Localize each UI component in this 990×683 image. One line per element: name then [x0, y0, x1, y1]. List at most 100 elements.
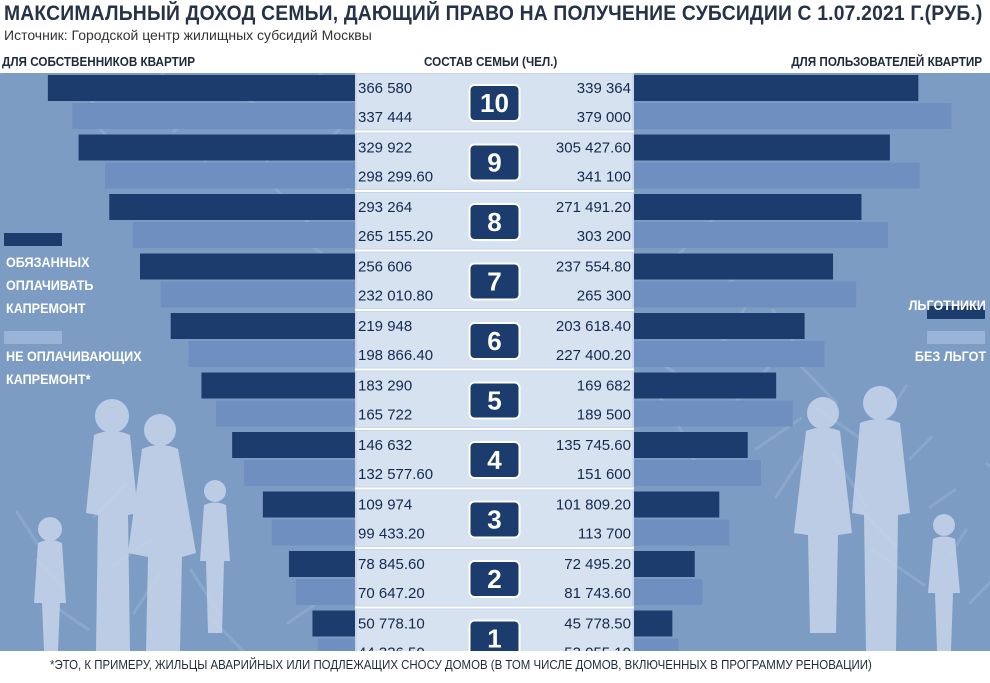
label-left-light-1: 44 336.50: [358, 645, 425, 652]
bar-left-dark-7: [140, 253, 355, 280]
bar-left-dark-8: [109, 194, 355, 220]
bar-left-light-6: [188, 341, 355, 367]
legend-label-right-light: БЕЗ ЛЬГОТ: [914, 348, 986, 364]
bar-right-light-9: [634, 162, 920, 189]
left-family-silhouette: [34, 399, 230, 651]
label-right-dark-10: 339 364: [577, 80, 631, 97]
label-right-dark-9: 305 427.60: [556, 140, 631, 157]
family-size-label-5: 5: [487, 386, 501, 416]
bar-right-light-7: [634, 281, 857, 308]
family-size-label-2: 2: [487, 564, 501, 594]
family-size-label-8: 8: [487, 207, 501, 237]
bar-right-dark-3: [634, 491, 720, 518]
legend-label-right-dark: ЛЬГОТНИКИ: [908, 297, 986, 313]
label-right-light-8: 303 200: [577, 228, 631, 245]
label-left-dark-1: 50 778.10: [358, 616, 425, 633]
label-left-light-3: 99 433.20: [358, 526, 425, 543]
bar-right-dark-10: [634, 75, 919, 101]
label-left-light-2: 70 647.20: [358, 585, 425, 602]
label-right-dark-7: 237 554.80: [556, 259, 631, 276]
label-right-light-6: 227 400.20: [556, 347, 631, 364]
legend-swatch-right-dark: [927, 306, 985, 319]
family-size-label-9: 9: [487, 148, 501, 178]
label-right-dark-5: 169 682: [577, 378, 631, 395]
label-left-dark-4: 146 632: [358, 437, 412, 454]
bar-right-dark-2: [634, 551, 695, 577]
series-left-light: [72, 103, 356, 651]
family-size-badge-5: [468, 381, 521, 420]
family-size-badge-3: [468, 500, 521, 539]
label-left-light-8: 265 155.20: [358, 228, 433, 245]
bar-right-light-3: [634, 519, 730, 546]
bar-right-dark-5: [634, 372, 777, 399]
bar-right-dark-9: [634, 134, 890, 161]
label-left-dark-8: 293 264: [358, 199, 412, 216]
label-left-light-7: 232 010.80: [358, 288, 433, 305]
left-header: ДЛЯ СОБСТВЕННИКОВ КВАРТИР: [2, 54, 195, 69]
chart-panel: 366 580 337 444 339 364 379 000 10 329 922 298…: [0, 73, 990, 651]
family-size-badge-9: [468, 143, 521, 182]
bar-left-light-1: [317, 638, 355, 651]
family-size-badge-6: [468, 322, 521, 360]
family-size-badge-10: [468, 84, 521, 122]
label-right-light-4: 151 600: [577, 466, 631, 483]
bar-left-light-5: [216, 400, 355, 427]
legend-label-left-dark: ОБЯЗАННЫХ ОПЛАЧИВАТЬ КАПРЕМОНТ: [6, 254, 94, 316]
family-size-badge-1: [468, 619, 521, 651]
family-size-label-3: 3: [487, 505, 501, 535]
bar-right-light-8: [634, 222, 889, 248]
center-header: СОСТАВ СЕМЬИ (ЧЕЛ.): [424, 54, 558, 69]
right-header: ДЛЯ ПОЛЬЗОВАТЕЛЕЙ КВАРТИР: [791, 54, 982, 69]
family-size-label-6: 6: [487, 326, 501, 356]
label-right-light-2: 81 743.60: [564, 585, 631, 602]
family-silhouettes: [34, 386, 960, 651]
series-right-dark: [634, 75, 919, 637]
bar-left-light-8: [132, 222, 355, 248]
bar-right-light-2: [634, 579, 703, 605]
label-right-dark-2: 72 495.20: [564, 556, 631, 573]
label-right-light-3: 113 700: [578, 526, 631, 543]
bar-right-dark-4: [634, 432, 748, 458]
bar-right-light-4: [634, 460, 762, 486]
bar-left-light-9: [105, 162, 356, 189]
label-right-dark-4: 135 745.60: [556, 437, 631, 454]
label-left-dark-3: 109 974: [358, 497, 412, 514]
bar-left-dark-1: [312, 610, 355, 637]
footnote: *ЭТО, К ПРИМЕРУ, ЖИЛЬЦЫ АВАРИЙНЫХ ИЛИ ПО…: [50, 657, 872, 672]
label-left-light-10: 337 444: [358, 109, 412, 126]
legend-swatch-right-light: [927, 331, 985, 344]
label-left-light-9: 298 299.60: [358, 169, 433, 186]
bar-right-light-6: [634, 341, 825, 367]
label-right-light-5: 189 500: [577, 407, 631, 424]
label-left-dark-6: 219 948: [358, 318, 412, 335]
legend-swatch-left-light: [4, 331, 62, 344]
legend-label-left-light: НЕ ОПЛАЧИВАЮЩИХ КАПРЕМОНТ*: [6, 348, 142, 387]
family-size-badge-8: [468, 203, 521, 241]
label-right-light-10: 379 000: [577, 109, 631, 126]
right-family-silhouette: [794, 386, 960, 651]
bar-right-light-10: [634, 103, 952, 129]
bar-left-dark-3: [262, 491, 355, 518]
label-right-light-7: 265 300: [577, 288, 631, 305]
label-left-dark-9: 329 922: [358, 140, 412, 157]
label-left-light-5: 165 722: [358, 407, 412, 424]
label-left-dark-5: 183 290: [358, 378, 412, 395]
label-right-dark-6: 203 618.40: [556, 318, 631, 335]
bar-right-dark-6: [634, 313, 805, 339]
bar-left-light-4: [243, 460, 355, 486]
family-size-label-4: 4: [487, 445, 502, 475]
label-left-dark-10: 366 580: [358, 80, 412, 97]
label-left-dark-2: 78 845.60: [358, 556, 425, 573]
bar-left-light-7: [160, 281, 355, 308]
family-size-label-1: 1: [487, 624, 501, 652]
label-right-dark-8: 271 491.20: [556, 199, 631, 216]
label-right-light-1: 53 055.10: [564, 645, 631, 652]
bar-right-light-5: [634, 400, 793, 427]
bar-left-dark-4: [232, 432, 355, 458]
bar-left-light-10: [72, 103, 356, 129]
label-left-light-4: 132 577.60: [358, 466, 433, 483]
label-right-dark-1: 45 778.50: [564, 616, 631, 633]
family-size-label-7: 7: [487, 267, 501, 297]
